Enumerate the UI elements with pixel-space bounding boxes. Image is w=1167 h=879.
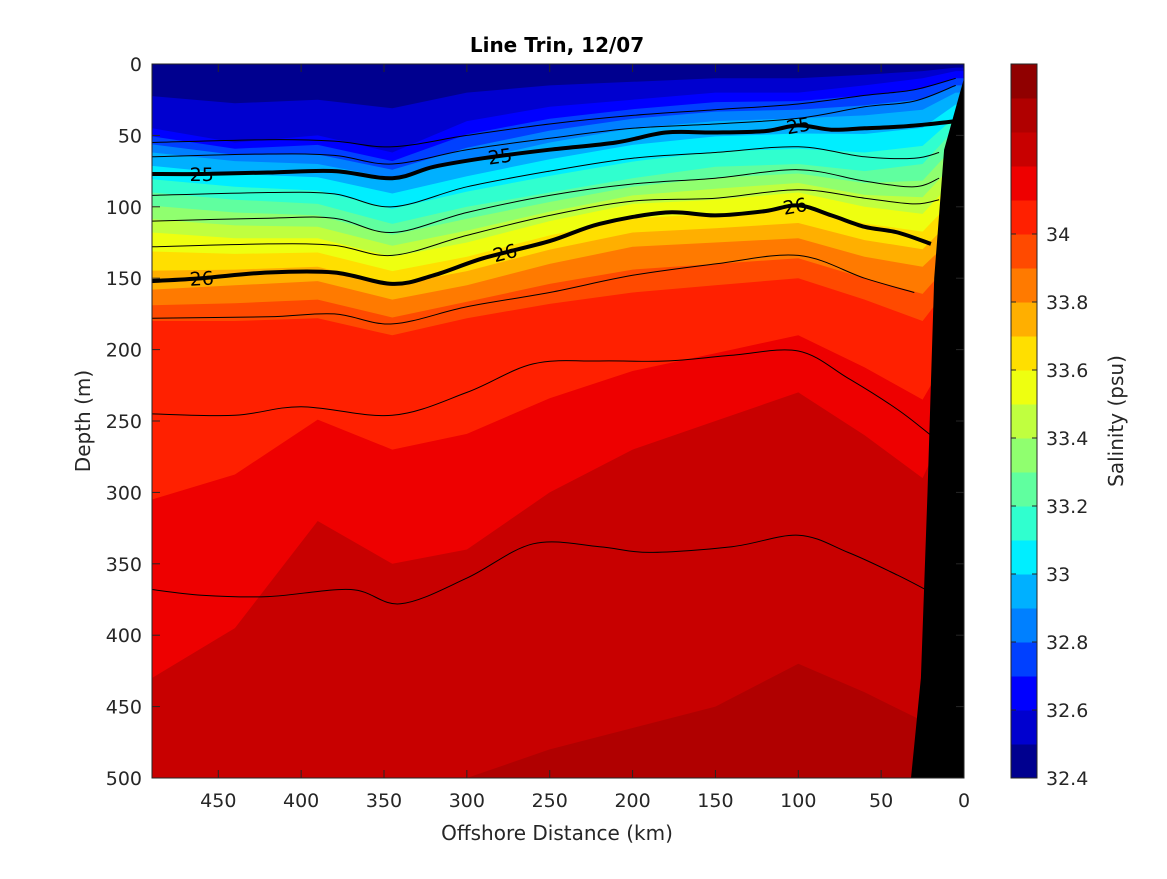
contour-label: 26: [189, 268, 214, 291]
density-contour-thin: [151, 254, 915, 325]
colorbar-swatch: [1011, 166, 1037, 201]
colorbar-label: Salinity (psu): [1104, 355, 1128, 487]
y-tick-label: 500: [106, 768, 142, 790]
x-tick-label: 350: [366, 790, 402, 812]
colorbar-swatch: [1011, 234, 1037, 269]
chart-title: Line Trin, 12/07: [470, 33, 644, 57]
x-tick-label: 0: [958, 790, 970, 812]
colorbar-swatch: [1011, 472, 1037, 507]
colorbar-tick-label: 33: [1046, 564, 1070, 586]
contour-label-group: 26: [781, 194, 809, 220]
colorbar-tick-label: 34: [1046, 224, 1070, 246]
colorbar-swatch: [1011, 370, 1037, 405]
x-tick-label: 50: [869, 790, 893, 812]
colorbar-swatch: [1011, 98, 1037, 133]
x-axis-label: Offshore Distance (km): [441, 821, 673, 845]
density-contour-thin: [151, 189, 940, 257]
y-tick-label: 100: [106, 197, 142, 219]
density-contour-thin: [151, 349, 932, 436]
contour-label-group: 25: [190, 164, 214, 186]
y-axis-label: Depth (m): [71, 370, 95, 472]
bathymetry-shelf: [911, 64, 964, 778]
x-tick-label: 300: [449, 790, 485, 812]
colorbar-swatch: [1011, 268, 1037, 303]
x-axis: 450 400 350 300 250 200 150 100 50 0: [200, 64, 970, 812]
colorbar-swatch: [1011, 540, 1037, 575]
colorbar-frame: [1010, 63, 1038, 779]
colorbar-tick-label: 33.4: [1046, 428, 1088, 450]
contour-label-group: 25: [487, 145, 514, 170]
colorbar-swatch: [1011, 404, 1037, 439]
density-contour-25: [151, 119, 956, 181]
salinity-band: [152, 392, 964, 778]
colorbar-tick-label: 33.8: [1046, 292, 1088, 314]
x-tick-label: 400: [283, 790, 319, 812]
colorbar: 32.4 32.6 32.8 33 33.2 33.4 33.6 33.8 34: [1010, 63, 1088, 790]
colorbar-swatch: [1011, 642, 1037, 677]
salinity-band: [152, 663, 964, 778]
colorbar-swatch: [1011, 710, 1037, 745]
colorbar-swatch: [1011, 574, 1037, 609]
contour-label-group: 26: [189, 268, 214, 291]
colorbar-swatch: [1011, 438, 1037, 473]
colorbar-swatch: [1011, 506, 1037, 541]
y-tick-label: 150: [106, 268, 142, 290]
y-tick-label: 450: [106, 697, 142, 719]
colorbar-swatch: [1011, 744, 1037, 779]
colorbar-swatch: [1011, 64, 1037, 99]
x-tick-label: 150: [697, 790, 733, 812]
colorbar-tick-label: 33.2: [1046, 496, 1088, 518]
density-contour-thin: [151, 534, 932, 605]
y-tick-label: 400: [106, 625, 142, 647]
y-tick-label: 200: [106, 340, 142, 362]
contour-label: 25: [190, 164, 214, 186]
x-tick-label: 100: [780, 790, 816, 812]
colorbar-swatch: [1011, 302, 1037, 337]
y-tick-label: 250: [106, 411, 142, 433]
bathymetry-layer: [911, 64, 964, 778]
colorbar-tick-label: 32.4: [1046, 768, 1088, 790]
colorbar-swatch: [1011, 608, 1037, 643]
colorbar-swatch: [1011, 200, 1037, 235]
colorbar-swatch: [1011, 336, 1037, 371]
colorbar-tick-label: 33.6: [1046, 360, 1088, 382]
density-contour-thin: [151, 146, 940, 208]
density-contour-thin: [151, 77, 956, 148]
contour-label: 25: [487, 145, 514, 170]
x-tick-label: 450: [200, 790, 236, 812]
contour-label: 26: [781, 194, 809, 220]
y-axis: 0 50 100 150 200 250 300 350 400 450 500: [106, 54, 964, 790]
colorbar-tick-label: 32.8: [1046, 632, 1088, 654]
y-tick-label: 50: [118, 125, 142, 147]
x-tick-label: 250: [532, 790, 568, 812]
colorbar-swatch: [1011, 676, 1037, 711]
y-tick-label: 350: [106, 554, 142, 576]
density-contour-thin: [151, 169, 940, 234]
density-contour-thin: [151, 84, 956, 165]
y-tick-label: 0: [130, 54, 142, 76]
y-tick-label: 300: [106, 482, 142, 504]
colorbar-swatch: [1011, 132, 1037, 167]
x-tick-label: 200: [614, 790, 650, 812]
density-contour-26: [151, 203, 932, 286]
colorbar-tick-label: 32.6: [1046, 700, 1088, 722]
salinity-fill-layer: [152, 64, 964, 779]
